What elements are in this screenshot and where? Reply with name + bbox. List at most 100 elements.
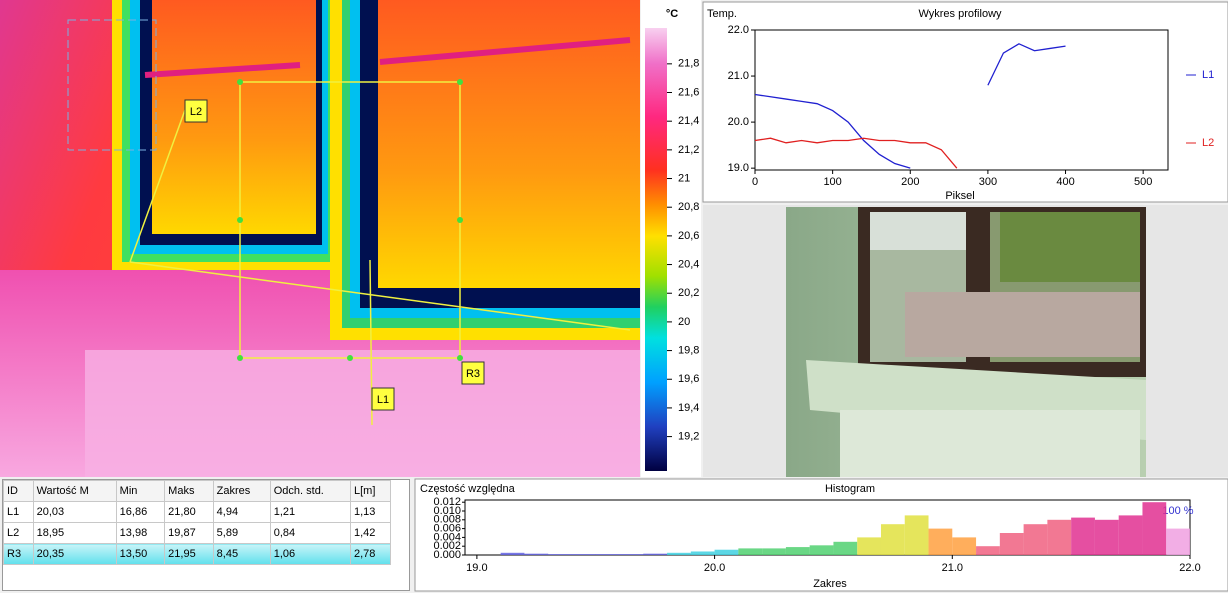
histogram-bar [1095,520,1119,555]
tick-label: 21,4 [678,115,699,127]
histogram-bar [1119,515,1143,555]
tick-label: 19,2 [678,430,699,442]
x-tick-label: 200 [901,176,919,188]
table-cell: 19,87 [165,523,214,544]
table-cell: Zakres [213,481,270,502]
table-cell: 20,35 [33,544,116,565]
histogram-bar [667,553,691,555]
chart-title: Histogram [825,483,875,495]
histogram-bar [524,554,548,555]
table-cell: 1,21 [270,502,350,523]
table-cell: Wartość M [33,481,116,502]
x-tick-label: 0 [752,176,758,188]
roi-label: L1 [377,394,389,406]
x-tick-label: 100 [823,176,841,188]
table-cell: Odch. std. [270,481,350,502]
tick-label: 20 [678,316,690,328]
histogram-bar [929,529,953,555]
table-cell: 0,84 [270,523,350,544]
table-cell: 13,98 [116,523,165,544]
x-tick-label: 300 [979,176,997,188]
histogram-bar [596,554,620,555]
table-cell: 2,78 [351,544,391,565]
table-cell: ID [4,481,34,502]
histogram-bar [881,524,905,555]
legend-label: L1 [1202,69,1214,81]
histogram-bar [1000,533,1024,555]
histogram-bar [952,537,976,555]
histogram-bar [572,554,596,555]
visual-photo [786,207,1146,477]
histogram-bar [715,550,739,555]
table-cell: 13,50 [116,544,165,565]
table-cell: 21,95 [165,544,214,565]
tick-label: 20,6 [678,230,699,242]
chart-title: Wykres profilowy [918,8,1002,20]
app-window: °C Temp. Wykres profilowy Piksel Częstoś… [0,0,1228,593]
tick-label: 19,8 [678,344,699,356]
y-tick-label: 0.012 [433,496,461,508]
table-cell: 20,03 [33,502,116,523]
histogram-bar [1047,520,1071,555]
table-cell: Min [116,481,165,502]
colorbar [645,28,667,471]
tick-label: 21,2 [678,144,699,156]
table-cell: R3 [4,544,34,565]
table-cell: 21,80 [165,502,214,523]
roi-label: L2 [190,106,202,118]
profile-plot-area [755,30,1168,170]
histogram-bar [976,546,1000,555]
y-axis-label: Częstość względna [420,483,516,495]
x-axis-label: Zakres [813,578,847,590]
x-tick-label: 20.0 [704,562,725,574]
histogram-bar [833,542,857,555]
tick-label: 20,2 [678,287,699,299]
legend-label: L2 [1202,137,1214,149]
table-cell: L[m] [351,481,391,502]
table-cell: Maks [165,481,214,502]
x-tick-label: 21.0 [942,562,963,574]
x-tick-label: 22.0 [1179,562,1200,574]
y-tick-label: 21.0 [728,70,749,82]
histogram-bar [691,551,715,555]
y-axis-label: Temp. [707,8,737,20]
annotation: 100 % [1162,505,1193,517]
histogram-bar [643,554,667,555]
pane-left [152,0,316,234]
tick-label: 20,4 [678,258,699,270]
x-tick-label: 500 [1134,176,1152,188]
histogram-bar [1071,518,1095,555]
histogram-bar [1166,529,1190,555]
table-cell: 5,89 [213,523,270,544]
tick-label: 19,4 [678,402,699,414]
histogram-bar [1024,524,1048,555]
histogram-bar [620,554,644,555]
table-cell: L1 [4,502,34,523]
roi-label: R3 [466,368,480,380]
tick-label: 19,6 [678,373,699,385]
x-tick-label: 19.0 [466,562,487,574]
y-tick-label: 20.0 [728,116,749,128]
histogram-bar [738,548,762,555]
histogram-bar [786,547,810,555]
tick-label: 21 [678,172,690,184]
table-cell: 1,13 [351,502,391,523]
table-cell: 4,94 [213,502,270,523]
histogram-bar [810,545,834,555]
table-cell: 16,86 [116,502,165,523]
histogram-bar [501,553,525,555]
histogram-bar [857,537,881,555]
y-tick-label: 22.0 [728,24,749,36]
histogram-bar [1142,502,1166,555]
thermal-radiator [85,350,640,477]
histogram-bar [762,548,786,555]
tick-label: 21,8 [678,58,699,70]
x-tick-label: 400 [1056,176,1074,188]
histogram-bar [905,515,929,555]
